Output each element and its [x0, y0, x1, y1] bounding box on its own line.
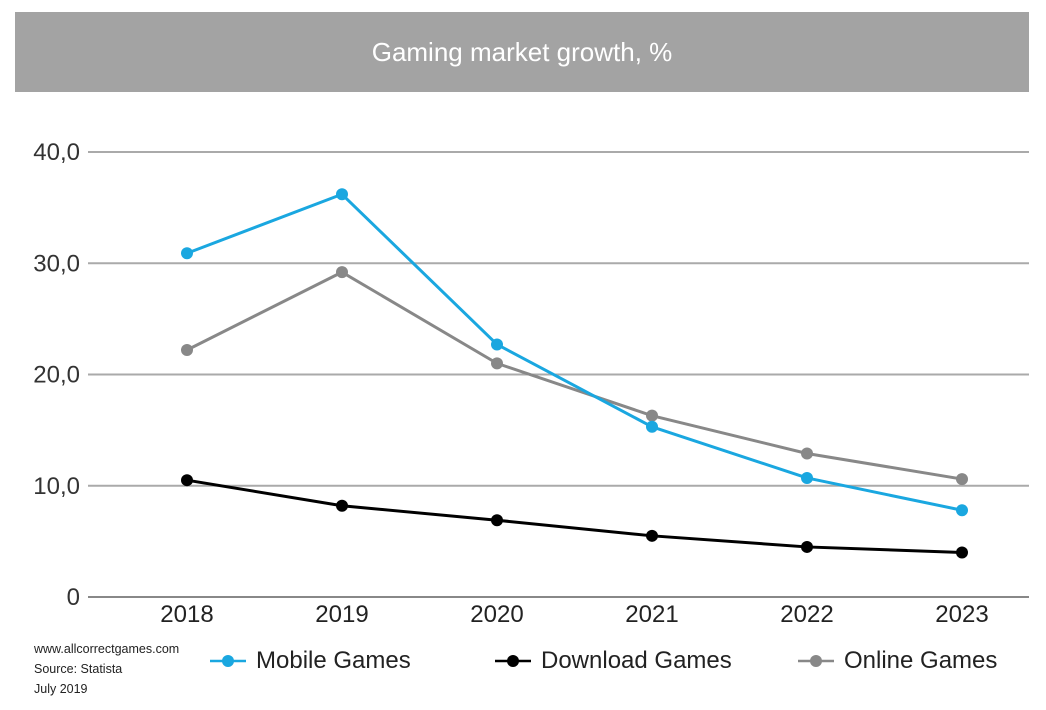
- x-tick-label: 2021: [625, 601, 678, 628]
- x-tick-label: 2022: [780, 601, 833, 628]
- data-point-mobile-games: [336, 188, 348, 201]
- legend-marker-online-icon: [798, 655, 834, 667]
- data-point-download-games: [181, 474, 193, 487]
- y-tick-label: 30,0: [33, 250, 80, 277]
- series-line-online-games: [186, 270, 963, 481]
- y-tick-label: 40,0: [33, 139, 80, 166]
- y-tick-label: 10,0: [33, 473, 80, 500]
- data-point-mobile-games: [491, 338, 503, 351]
- source-date: July 2019: [34, 682, 88, 696]
- data-point-mobile-games: [181, 247, 193, 260]
- chart-title: Gaming market growth, %: [371, 36, 673, 67]
- data-point-mobile-games: [646, 420, 658, 433]
- source-website: www.allcorrectgames.com: [34, 642, 180, 656]
- legend-label-online-games: Online Games: [844, 647, 998, 674]
- series-line-mobile-games: [186, 192, 963, 512]
- data-point-mobile-games: [801, 471, 813, 484]
- legend-item-mobile-games: Mobile Games: [210, 645, 411, 677]
- legend-marker-mobile-icon: [210, 655, 246, 667]
- legend-item-online-games: Online Games: [798, 645, 997, 677]
- legend-label-download-games: Download Games: [541, 647, 732, 674]
- data-point-online-games: [956, 473, 968, 486]
- data-point-download-games: [801, 540, 813, 553]
- legend-label-mobile-games: Mobile Games: [256, 647, 411, 674]
- x-tick-label: 2020: [470, 601, 523, 628]
- data-point-download-games: [336, 499, 348, 512]
- data-point-online-games: [646, 409, 658, 422]
- data-point-online-games: [336, 266, 348, 279]
- data-point-online-games: [181, 344, 193, 357]
- x-tick-label: 2019: [315, 601, 368, 628]
- source-note: www.allcorrectgames.com Source: Statista…: [34, 639, 179, 699]
- legend-marker-download-icon: [495, 655, 531, 667]
- data-point-online-games: [801, 447, 813, 460]
- source-attribution: Source: Statista: [34, 662, 123, 676]
- legend-item-download-games: Download Games: [495, 645, 732, 677]
- data-point-download-games: [491, 514, 503, 527]
- data-point-mobile-games: [956, 504, 968, 517]
- data-point-download-games: [956, 546, 968, 559]
- x-tick-label: 2018: [160, 601, 213, 628]
- data-point-online-games: [491, 357, 503, 370]
- x-tick-label: 2023: [935, 601, 988, 628]
- y-tick-label: 20,0: [33, 362, 80, 389]
- chart-title-bar: Gaming market growth, %: [15, 12, 1029, 92]
- series-line-download-games: [186, 478, 963, 554]
- data-point-download-games: [646, 529, 658, 542]
- y-tick-label: 0: [67, 584, 80, 611]
